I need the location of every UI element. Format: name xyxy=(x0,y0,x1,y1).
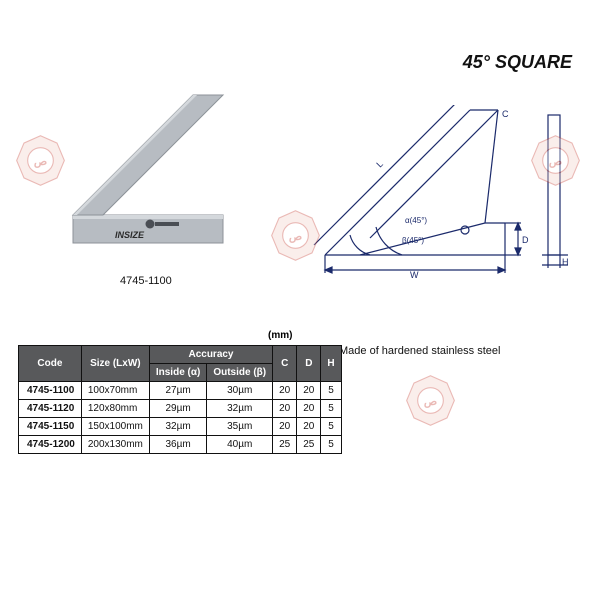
page-title: 45° SQUARE xyxy=(463,52,572,73)
dim-w: W xyxy=(410,270,419,280)
svg-text:ص: ص xyxy=(289,231,302,243)
col-size: Size (LxW) xyxy=(81,346,149,382)
col-c: C xyxy=(273,346,297,382)
col-h: H xyxy=(321,346,341,382)
brand-label: INSIZE xyxy=(115,230,145,240)
page: 45° SQUARE INSIZE 4745-1100 xyxy=(0,0,600,600)
col-inside: Inside (α) xyxy=(149,364,206,382)
svg-text:ص: ص xyxy=(34,156,47,168)
table-row: 4745-1120 120x80mm 29µm 32µm 20 20 5 xyxy=(19,400,342,418)
dim-c: C xyxy=(502,109,509,119)
svg-text:ص: ص xyxy=(424,396,437,408)
product-photo: INSIZE xyxy=(55,90,245,255)
dim-alpha: α(45°) xyxy=(405,216,427,225)
spec-table: Code Size (LxW) Accuracy C D H Inside (α… xyxy=(18,345,342,454)
table-header: Code Size (LxW) Accuracy C D H Inside (α… xyxy=(19,346,342,382)
dim-beta: β(45°) xyxy=(402,236,424,245)
note-text: Made of hardened stainless steel xyxy=(339,345,500,357)
table-body: 4745-1100 100x70mm 27µm 30µm 20 20 5 474… xyxy=(19,382,342,454)
col-d: D xyxy=(297,346,321,382)
dim-l: L xyxy=(374,159,385,170)
col-accuracy: Accuracy xyxy=(149,346,272,364)
photo-caption: 4745-1100 xyxy=(120,275,172,287)
feature-note: Made of hardened stainless steel xyxy=(325,345,500,357)
table-row: 4745-1200 200x130mm 36µm 40µm 25 25 5 xyxy=(19,436,342,454)
table-row: 4745-1100 100x70mm 27µm 30µm 20 20 5 xyxy=(19,382,342,400)
dim-d: D xyxy=(522,235,529,245)
table-row: 4745-1150 150x100mm 32µm 35µm 20 20 5 xyxy=(19,418,342,436)
unit-label: (mm) xyxy=(268,330,292,341)
technical-diagram: W D H L C α(45°) β(45°) xyxy=(310,105,575,280)
col-outside: Outside (β) xyxy=(207,364,273,382)
dim-h: H xyxy=(562,257,569,267)
watermark-icon: ص xyxy=(403,373,458,428)
col-code: Code xyxy=(19,346,82,382)
